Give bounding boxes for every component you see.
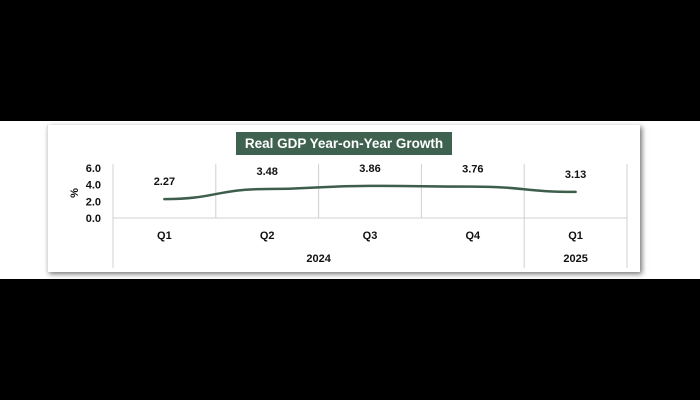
group-label: 2024 <box>306 253 331 265</box>
y-tick-label: 4.0 <box>86 180 101 192</box>
y-tick-label: 0.0 <box>86 213 101 225</box>
x-tick-label: Q2 <box>260 230 275 242</box>
y-tick-label: 6.0 <box>86 163 101 175</box>
x-tick-label: Q3 <box>363 230 378 242</box>
data-label: 2.27 <box>154 176 175 188</box>
y-axis-label: % <box>69 188 81 198</box>
x-tick-label: Q4 <box>465 230 481 242</box>
chart-title: Real GDP Year-on-Year Growth (%) <box>236 132 452 174</box>
data-label: 3.76 <box>462 164 483 176</box>
group-label: 2025 <box>563 253 587 265</box>
x-tick-label: Q1 <box>568 230 583 242</box>
y-tick-label: 2.0 <box>86 196 101 208</box>
x-tick-label: Q1 <box>157 230 172 242</box>
data-label: 3.48 <box>256 166 277 178</box>
data-label: 3.86 <box>359 163 380 175</box>
series-line <box>163 184 577 201</box>
data-label: 3.13 <box>565 169 586 181</box>
